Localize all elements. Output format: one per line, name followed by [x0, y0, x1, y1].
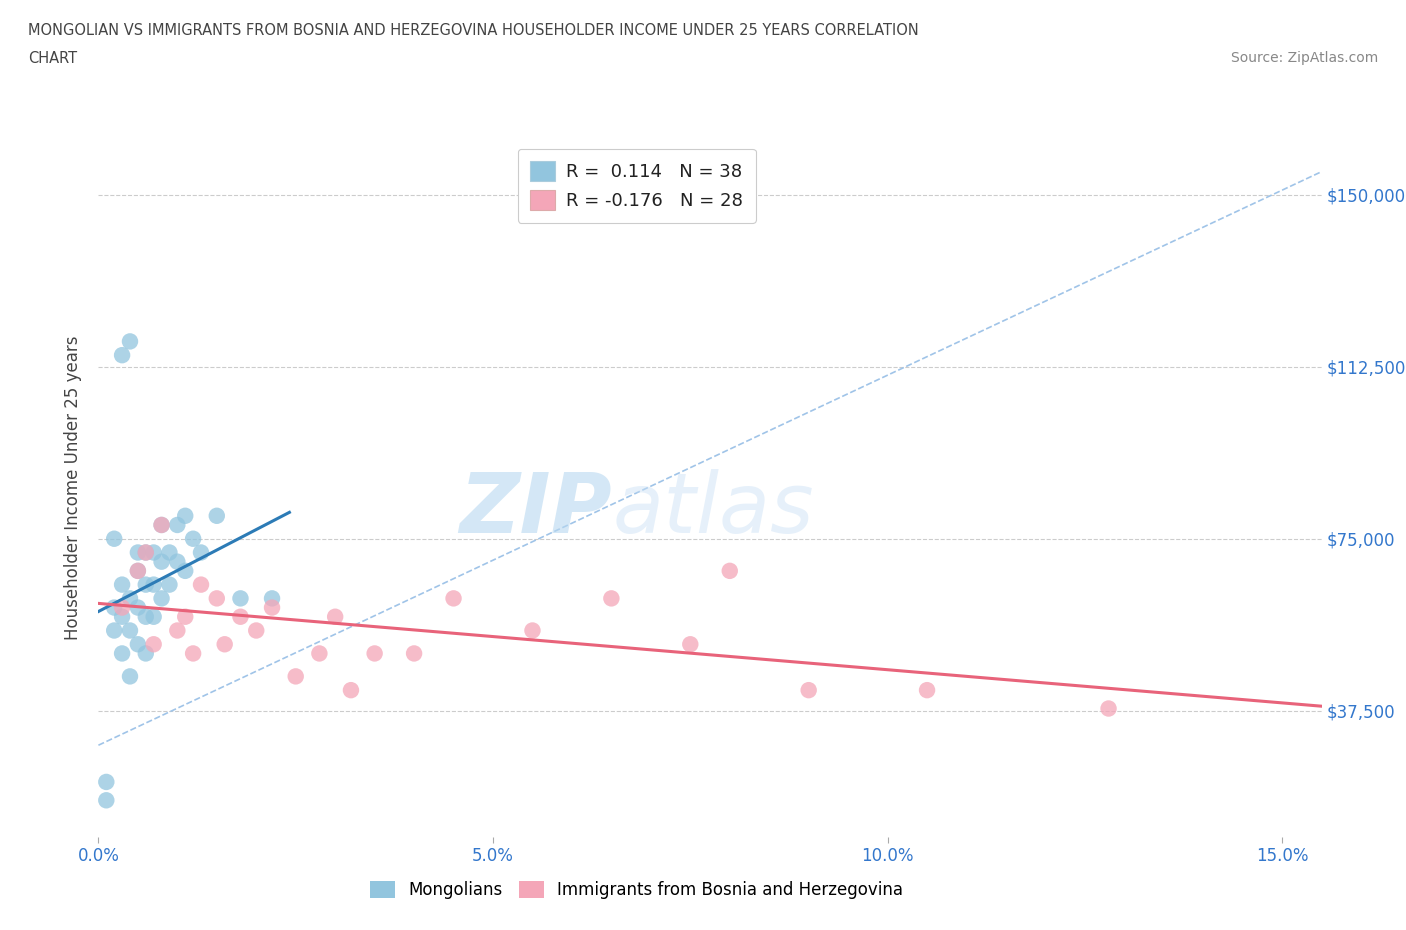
Point — [181, 531, 204, 546]
Point — [111, 578, 134, 592]
Point — [174, 609, 197, 624]
Point — [118, 669, 141, 684]
Point — [111, 348, 134, 363]
Point — [96, 775, 118, 790]
Point — [190, 545, 212, 560]
Point — [111, 609, 134, 624]
Point — [308, 646, 330, 661]
Point — [142, 545, 165, 560]
Point — [135, 609, 157, 624]
Point — [159, 578, 181, 592]
Point — [797, 683, 820, 698]
Point — [600, 591, 623, 605]
Point — [340, 683, 363, 698]
Point — [174, 509, 197, 524]
Point — [135, 545, 157, 560]
Point — [166, 623, 188, 638]
Point — [404, 646, 426, 661]
Point — [679, 637, 702, 652]
Text: ZIP: ZIP — [460, 469, 612, 550]
Text: Source: ZipAtlas.com: Source: ZipAtlas.com — [1230, 51, 1378, 65]
Point — [205, 591, 228, 605]
Point — [135, 646, 157, 661]
Point — [718, 564, 741, 578]
Point — [159, 545, 181, 560]
Point — [214, 637, 236, 652]
Point — [103, 600, 125, 615]
Point — [915, 683, 938, 698]
Point — [127, 545, 149, 560]
Point — [150, 517, 173, 532]
Point — [229, 609, 252, 624]
Point — [323, 609, 346, 624]
Point — [127, 564, 149, 578]
Point — [522, 623, 544, 638]
Point — [118, 334, 141, 349]
Point — [260, 600, 283, 615]
Point — [118, 591, 141, 605]
Point — [111, 600, 134, 615]
Point — [190, 578, 212, 592]
Point — [174, 564, 197, 578]
Point — [443, 591, 465, 605]
Point — [118, 623, 141, 638]
Point — [166, 517, 188, 532]
Point — [142, 609, 165, 624]
Point — [363, 646, 385, 661]
Legend: Mongolians, Immigrants from Bosnia and Herzegovina: Mongolians, Immigrants from Bosnia and H… — [363, 874, 910, 906]
Point — [150, 517, 173, 532]
Point — [166, 554, 188, 569]
Point — [229, 591, 252, 605]
Point — [127, 637, 149, 652]
Text: CHART: CHART — [28, 51, 77, 66]
Point — [260, 591, 283, 605]
Text: MONGOLIAN VS IMMIGRANTS FROM BOSNIA AND HERZEGOVINA HOUSEHOLDER INCOME UNDER 25 : MONGOLIAN VS IMMIGRANTS FROM BOSNIA AND … — [28, 23, 920, 38]
Point — [111, 646, 134, 661]
Y-axis label: Householder Income Under 25 years: Householder Income Under 25 years — [65, 336, 83, 641]
Point — [1097, 701, 1119, 716]
Point — [135, 578, 157, 592]
Point — [103, 531, 125, 546]
Text: atlas: atlas — [612, 469, 814, 550]
Point — [181, 646, 204, 661]
Point — [142, 637, 165, 652]
Point — [150, 591, 173, 605]
Point — [150, 554, 173, 569]
Point — [96, 793, 118, 808]
Point — [205, 509, 228, 524]
Point — [127, 564, 149, 578]
Point — [135, 545, 157, 560]
Point — [284, 669, 307, 684]
Point — [142, 578, 165, 592]
Point — [127, 600, 149, 615]
Point — [103, 623, 125, 638]
Point — [245, 623, 267, 638]
